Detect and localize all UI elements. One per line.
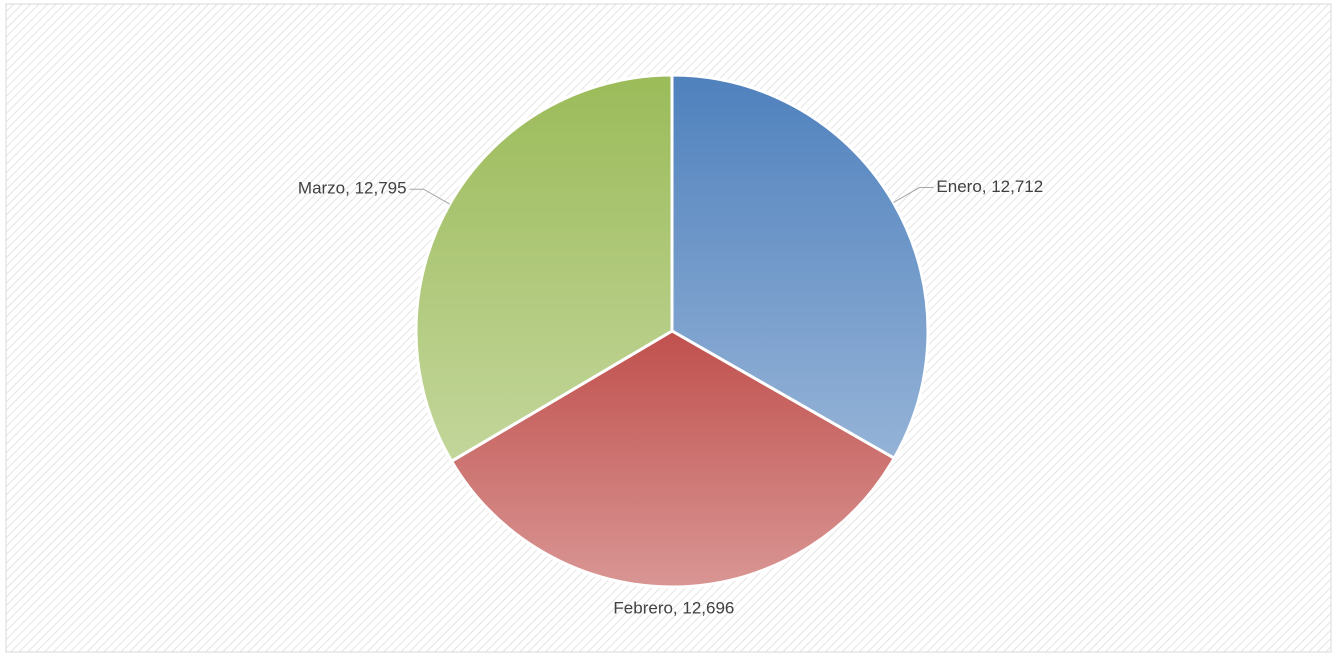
pie-slice: Marzo: [414, 73, 674, 464]
data-label: Marzo, 12,795: [298, 179, 407, 198]
data-label: Enero, 12,712: [936, 177, 1043, 196]
leader-line: [409, 188, 450, 205]
leader-line: [893, 187, 934, 204]
pie-slice: Enero: [670, 73, 930, 461]
pie-slice: Febrero: [449, 329, 897, 589]
data-label: Febrero, 12,696: [613, 598, 734, 617]
